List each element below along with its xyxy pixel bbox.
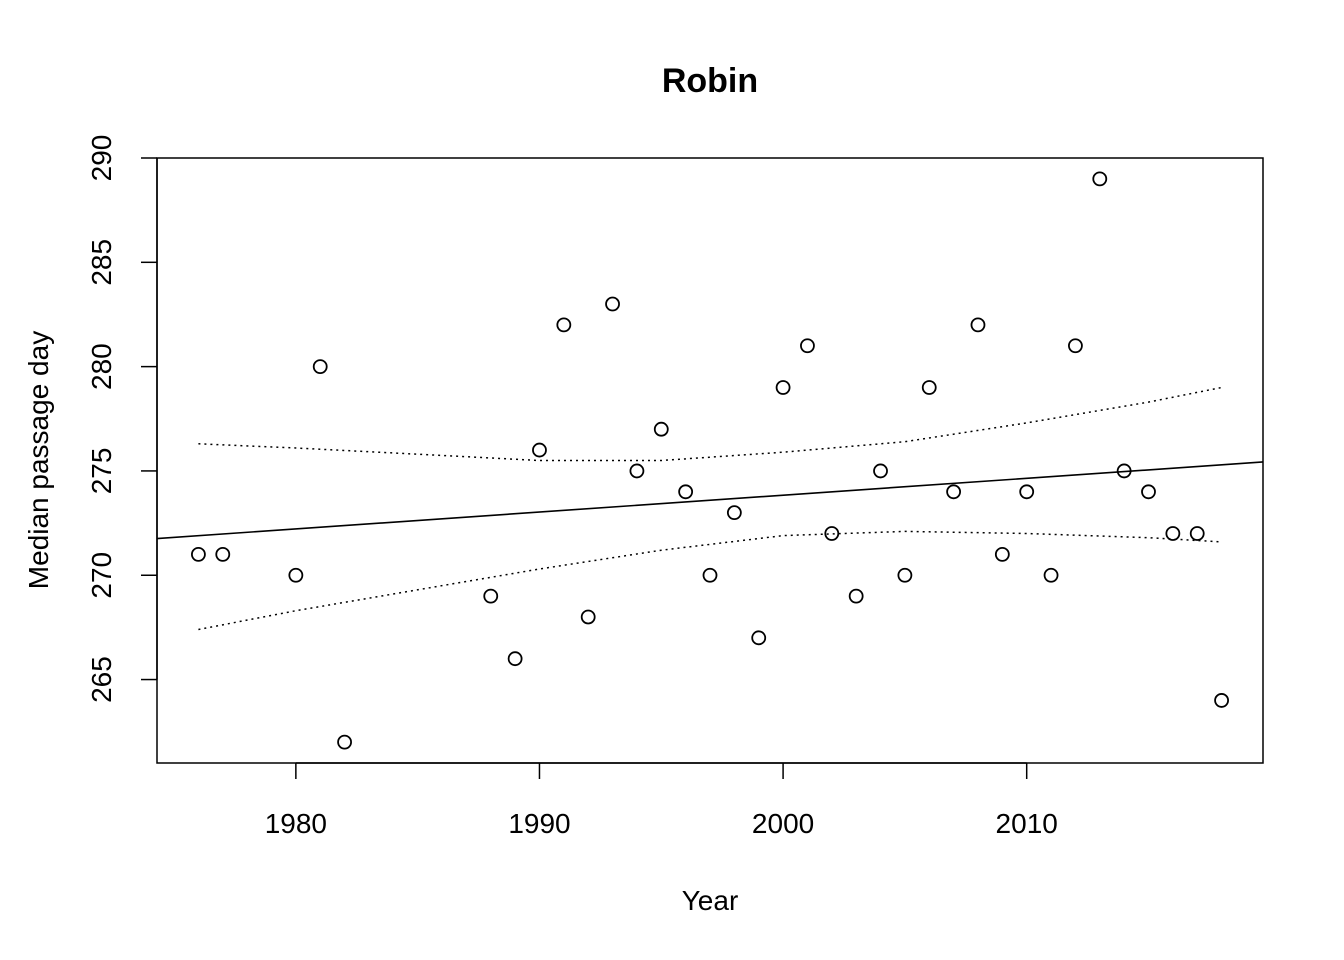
y-axis-label: Median passage day (23, 331, 54, 589)
x-axis-label: Year (682, 885, 739, 916)
x-tick-label: 1980 (265, 808, 327, 839)
y-tick-label: 290 (86, 135, 117, 182)
data-point (921, 380, 937, 395)
data-point (848, 588, 864, 604)
y-tick-label: 280 (86, 343, 117, 390)
confidence-band (198, 386, 1222, 631)
data-point (605, 296, 620, 312)
regression-line-group (156, 461, 1264, 540)
data-point (1214, 693, 1229, 708)
data-point (556, 317, 572, 333)
y-tick-label: 285 (86, 239, 117, 286)
data-point (191, 546, 206, 562)
x-tick-label: 1990 (508, 808, 570, 839)
y-tick-label: 270 (86, 552, 117, 599)
regression-line (156, 461, 1264, 540)
data-point (775, 380, 791, 395)
data-point (970, 317, 986, 333)
data-point (532, 442, 547, 458)
x-axis: 1980 1990 2000 2010 (265, 762, 1058, 839)
data-point (507, 651, 523, 667)
data-point (629, 463, 645, 479)
data-point (580, 609, 596, 625)
data-point (946, 484, 962, 500)
data-point (1116, 463, 1132, 479)
data-point (1189, 526, 1205, 541)
data-point (483, 588, 499, 604)
data-point (1141, 484, 1156, 500)
data-point (1043, 567, 1059, 583)
data-point (288, 567, 304, 583)
data-point (702, 567, 718, 583)
data-point (1068, 338, 1083, 354)
data-point (824, 526, 840, 541)
data-points (191, 171, 1229, 750)
data-point (312, 359, 328, 375)
data-point (726, 505, 742, 521)
x-tick-label: 2000 (752, 808, 814, 839)
data-point (1092, 171, 1108, 187)
y-tick-label: 265 (86, 656, 117, 703)
data-point (1165, 526, 1181, 541)
data-point (215, 546, 231, 562)
data-point (1019, 484, 1035, 500)
data-point (873, 463, 888, 479)
data-point (751, 630, 767, 646)
y-tick-label: 275 (86, 448, 117, 495)
data-point (678, 484, 694, 500)
y-axis: 265 270 275 280 285 290 (86, 135, 158, 703)
data-point (994, 546, 1010, 562)
plot-frame (156, 157, 1264, 764)
data-point (800, 338, 815, 354)
ci-upper-line (198, 386, 1222, 462)
data-point (897, 567, 913, 583)
data-point (653, 421, 669, 437)
ci-lower-line (198, 530, 1222, 631)
chart-title: Robin (662, 62, 758, 100)
data-point (337, 734, 352, 750)
x-tick-label: 2010 (996, 808, 1058, 839)
